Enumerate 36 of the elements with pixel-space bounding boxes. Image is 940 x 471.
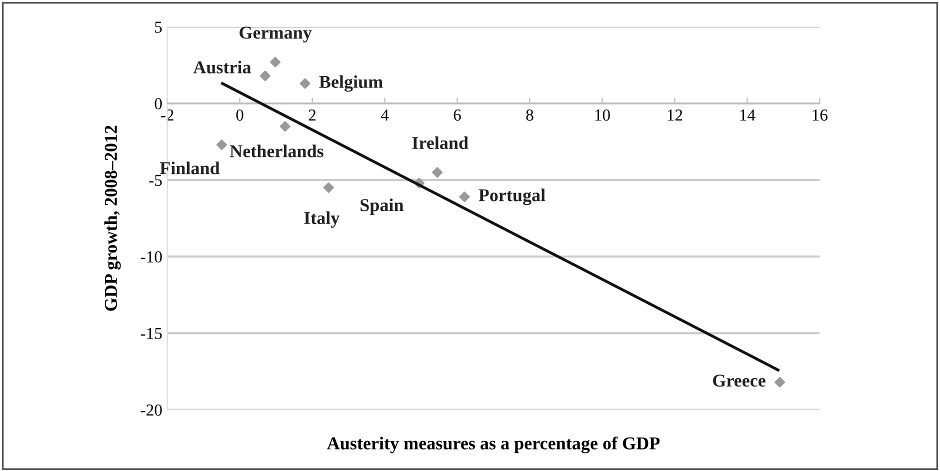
x-axis-title: Austerity measures as a percentage of GDP — [327, 436, 660, 454]
point — [280, 121, 290, 132]
x-tick-label: 2 — [308, 110, 316, 121]
x-tick-label: 12 — [668, 110, 682, 121]
x-tick-label: 8 — [526, 109, 534, 121]
y-tick-label: -15 — [140, 328, 162, 340]
annotation: Spain — [360, 198, 404, 215]
x-tick-label: 14 — [740, 110, 756, 121]
point — [432, 167, 443, 178]
y-axis-title: GDP growth, 2008–2012 — [104, 126, 121, 311]
annotation: Netherlands — [230, 144, 324, 158]
point — [260, 70, 270, 82]
annotation: Germany — [240, 26, 312, 42]
point — [270, 56, 281, 68]
y-tick-label: -20 — [140, 404, 162, 416]
point — [216, 139, 227, 150]
annotation: Italy — [304, 211, 340, 228]
annotation: Austria — [193, 60, 252, 74]
x-tick-label: 10 — [595, 109, 610, 121]
x-tick-label: 6 — [454, 110, 461, 121]
point — [774, 376, 786, 388]
x-tick-label: 4 — [380, 110, 389, 121]
annotation: Greece — [713, 374, 766, 387]
point — [300, 78, 310, 89]
y-tick-label: -10 — [140, 251, 162, 263]
annotation: Ireland — [412, 136, 468, 150]
annotation: Belgium — [319, 75, 383, 92]
point — [323, 182, 334, 193]
x-tick-label: 16 — [812, 110, 828, 121]
y-tick-label: 0 — [154, 98, 162, 110]
y-tick-label: 5 — [155, 22, 162, 33]
y-tick-label: -5 — [149, 174, 162, 186]
point — [459, 192, 470, 202]
annotation: Portugal — [478, 188, 546, 206]
annotation: Finland — [160, 162, 220, 174]
x-tick-label: 0 — [236, 109, 244, 121]
